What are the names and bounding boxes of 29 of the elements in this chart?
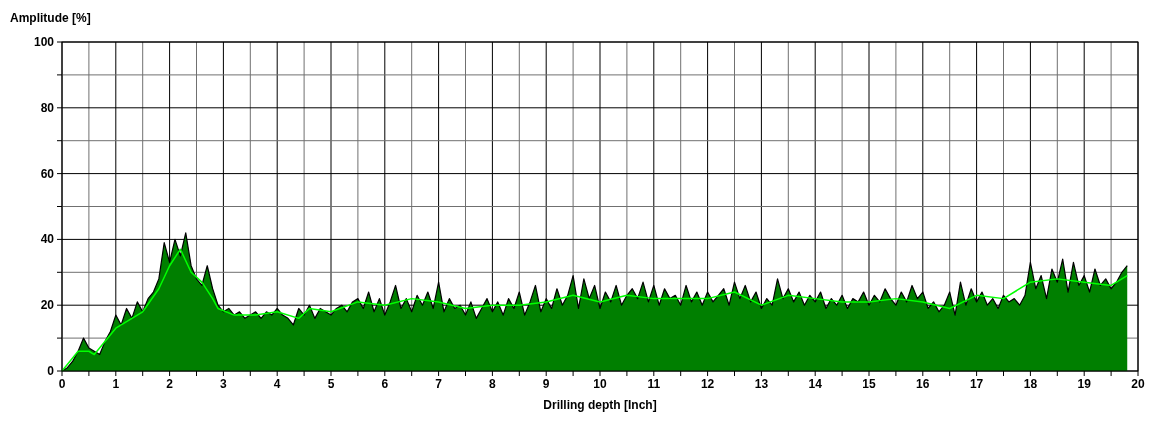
y-axis-title: Amplitude [%]: [10, 11, 91, 25]
x-tick-label: 3: [220, 377, 228, 391]
x-tick-label: 14: [808, 377, 823, 391]
y-tick-label: 20: [40, 298, 55, 313]
x-tick-label: 7: [435, 377, 443, 391]
x-tick-label: 20: [1131, 377, 1145, 391]
x-tick-label: 10: [593, 377, 607, 391]
x-tick-label: 1: [112, 377, 120, 391]
x-tick-label: 12: [700, 377, 715, 391]
x-tick-label: 15: [862, 377, 876, 391]
x-tick-label: 6: [381, 377, 389, 391]
y-tick-label: 60: [40, 166, 55, 181]
x-tick-label: 13: [754, 377, 769, 391]
y-tick-label: 40: [40, 232, 55, 247]
x-tick-label: 17: [969, 377, 984, 391]
x-tick-label: 18: [1023, 377, 1038, 391]
y-tick-label: 80: [40, 100, 55, 115]
y-tick-label: 100: [33, 35, 55, 49]
x-tick-label: 19: [1077, 377, 1092, 391]
x-tick-label: 9: [542, 377, 550, 391]
x-tick-label: 16: [916, 377, 930, 391]
x-tick-label: 11: [647, 377, 661, 391]
x-tick-label: 8: [489, 377, 497, 391]
y-tick-label: 0: [47, 364, 55, 378]
x-axis-title: Drilling depth [Inch]: [543, 398, 657, 412]
x-tick-label: 5: [327, 377, 335, 391]
x-tick-label: 4: [273, 377, 281, 391]
x-tick-label: 2: [166, 377, 174, 391]
x-tick-label: 0: [58, 377, 66, 391]
